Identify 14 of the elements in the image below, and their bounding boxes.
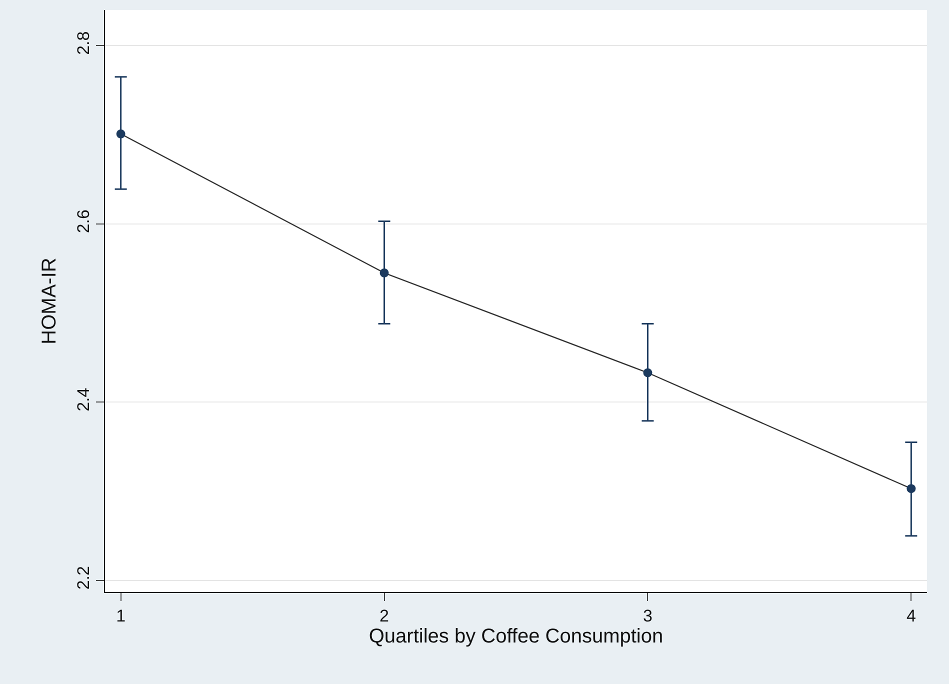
y-tick-label: 2.6 <box>74 210 94 234</box>
point <box>906 484 916 494</box>
y-axis-title: HOMA-IR <box>38 258 61 344</box>
point <box>380 268 389 278</box>
point <box>116 129 126 138</box>
x-tick-label: 2 <box>380 606 390 626</box>
x-tick-label: 1 <box>116 606 126 626</box>
x-axis-title: Quartiles by Coffee Consumption <box>368 625 664 648</box>
y-tick-label: 2.2 <box>74 566 94 590</box>
y-tick-label: 2.4 <box>74 388 94 412</box>
x-tick-label: 4 <box>906 606 916 626</box>
point <box>643 368 652 378</box>
x-tick-label: 3 <box>642 606 652 626</box>
y-tick-label: 2.8 <box>74 31 94 55</box>
